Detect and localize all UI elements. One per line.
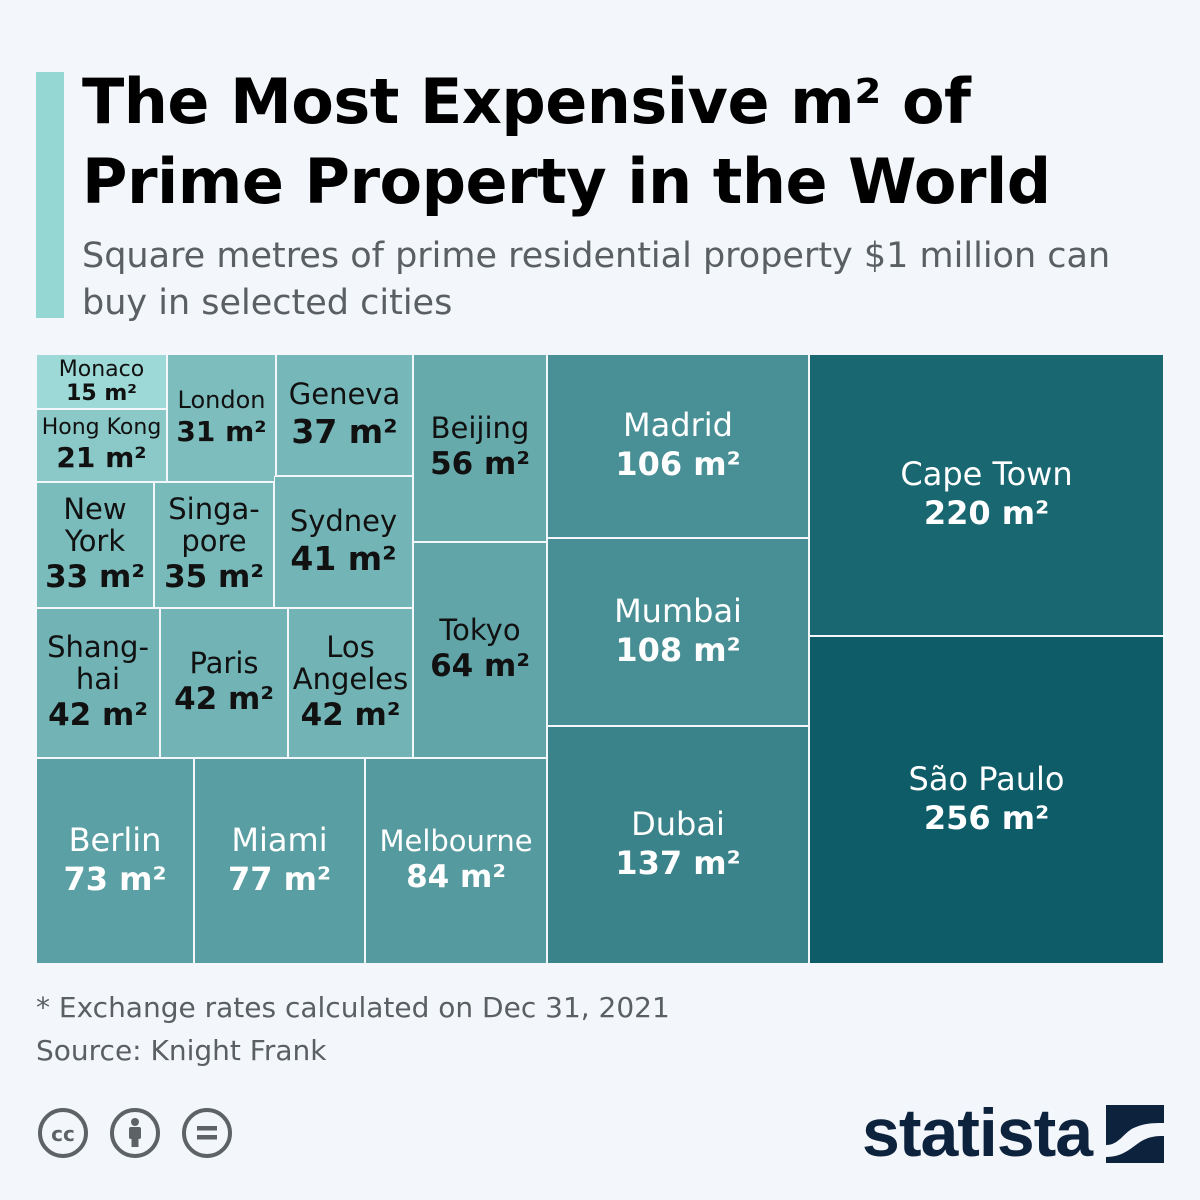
tile-value: 106 m² — [615, 445, 741, 483]
treemap-tile-cape-town: Cape Town 220 m² — [809, 354, 1164, 636]
tile-label: São Paulo — [908, 760, 1065, 798]
chart-title: The Most Expensive m² of Prime Property … — [82, 65, 1051, 218]
attribution-icon[interactable] — [110, 1108, 160, 1158]
source-note: Source: Knight Frank — [36, 1034, 327, 1067]
tile-label: Beijing — [430, 411, 530, 445]
tile-label: Tokyo — [439, 613, 521, 647]
tile-value: 108 m² — [615, 631, 741, 669]
tile-value: 77 m² — [227, 860, 332, 898]
tile-label: Cape Town — [900, 455, 1073, 493]
footnote: * Exchange rates calculated on Dec 31, 2… — [36, 991, 670, 1024]
tile-value: 42 m² — [300, 697, 401, 733]
tile-label: Paris — [189, 646, 259, 680]
statista-logo-icon — [1106, 1105, 1164, 1163]
treemap-tile-london: London 31 m² — [167, 354, 276, 482]
treemap-tile-s-o-paulo: São Paulo 256 m² — [809, 636, 1164, 964]
treemap-tile-geneva: Geneva 37 m² — [276, 354, 413, 476]
tile-label: Geneva — [288, 376, 401, 411]
tile-label: Miami — [231, 821, 328, 859]
treemap-tile-new-york: New York 33 m² — [36, 482, 154, 608]
tile-value: 41 m² — [290, 538, 397, 578]
chart-subtitle: Square metres of prime residential prope… — [82, 236, 1111, 323]
tile-label: Singa- pore — [168, 492, 260, 558]
treemap-tile-monaco: Monaco 15 m² — [36, 354, 167, 409]
tile-value: 64 m² — [430, 648, 530, 684]
treemap-tile-los-angeles: Los Angeles 42 m² — [288, 608, 413, 758]
tile-value: 73 m² — [63, 860, 167, 898]
treemap-tile-melbourne: Melbourne 84 m² — [365, 758, 547, 964]
treemap-tile-shanghai: Shang- hai 42 m² — [36, 608, 160, 758]
tile-value: 37 m² — [291, 411, 398, 451]
tile-label: London — [177, 385, 266, 414]
tile-label: Berlin — [68, 821, 162, 859]
tile-label: Sydney — [289, 503, 398, 538]
tile-label: Shang- hai — [47, 630, 149, 696]
tile-label: Melbourne — [379, 824, 533, 858]
tile-value: 42 m² — [48, 697, 148, 733]
tile-value: 15 m² — [66, 380, 137, 406]
title-accent-bar — [36, 72, 64, 318]
treemap-tile-madrid: Madrid 106 m² — [547, 354, 809, 538]
tile-label: New York — [63, 492, 127, 558]
statista-logo[interactable]: statista — [862, 1095, 1164, 1175]
treemap-tile-berlin: Berlin 73 m² — [36, 758, 194, 964]
tile-value: 42 m² — [174, 681, 274, 717]
treemap-tile-sydney: Sydney 41 m² — [274, 476, 413, 608]
tile-value: 256 m² — [923, 799, 1050, 837]
treemap-chart: Monaco 15 m² Hong Kong 21 m² London 31 m² New … — [36, 354, 1164, 964]
tile-label: Los Angeles — [292, 630, 409, 696]
tile-label: Monaco — [58, 356, 145, 382]
tile-label: Hong Kong — [41, 415, 162, 440]
treemap-tile-hong-kong: Hong Kong 21 m² — [36, 409, 167, 482]
tile-value: 35 m² — [164, 559, 264, 595]
treemap-tile-tokyo: Tokyo 64 m² — [413, 542, 547, 758]
treemap-tile-beijing: Beijing 56 m² — [413, 354, 547, 542]
treemap-tile-dubai: Dubai 137 m² — [547, 726, 809, 964]
tile-value: 56 m² — [430, 446, 530, 482]
tile-label: Dubai — [631, 805, 725, 843]
tile-label: Madrid — [623, 406, 733, 444]
treemap-tile-singapore: Singa- pore 35 m² — [154, 482, 274, 608]
treemap-tile-mumbai: Mumbai 108 m² — [547, 538, 809, 726]
tile-value: 137 m² — [615, 844, 741, 882]
treemap-tile-miami: Miami 77 m² — [194, 758, 365, 964]
brand-name: statista — [862, 1095, 1093, 1171]
tile-value: 84 m² — [406, 859, 506, 895]
tile-value: 33 m² — [45, 559, 145, 595]
tile-value: 220 m² — [923, 494, 1050, 532]
treemap-tile-paris: Paris 42 m² — [160, 608, 288, 758]
tile-value: 21 m² — [56, 441, 147, 474]
tile-label: Mumbai — [614, 592, 742, 630]
svg-text:cc: cc — [51, 1122, 75, 1146]
cc-icon[interactable]: cc — [38, 1108, 88, 1158]
no-derivatives-icon[interactable] — [182, 1108, 232, 1158]
tile-value: 31 m² — [176, 414, 267, 448]
